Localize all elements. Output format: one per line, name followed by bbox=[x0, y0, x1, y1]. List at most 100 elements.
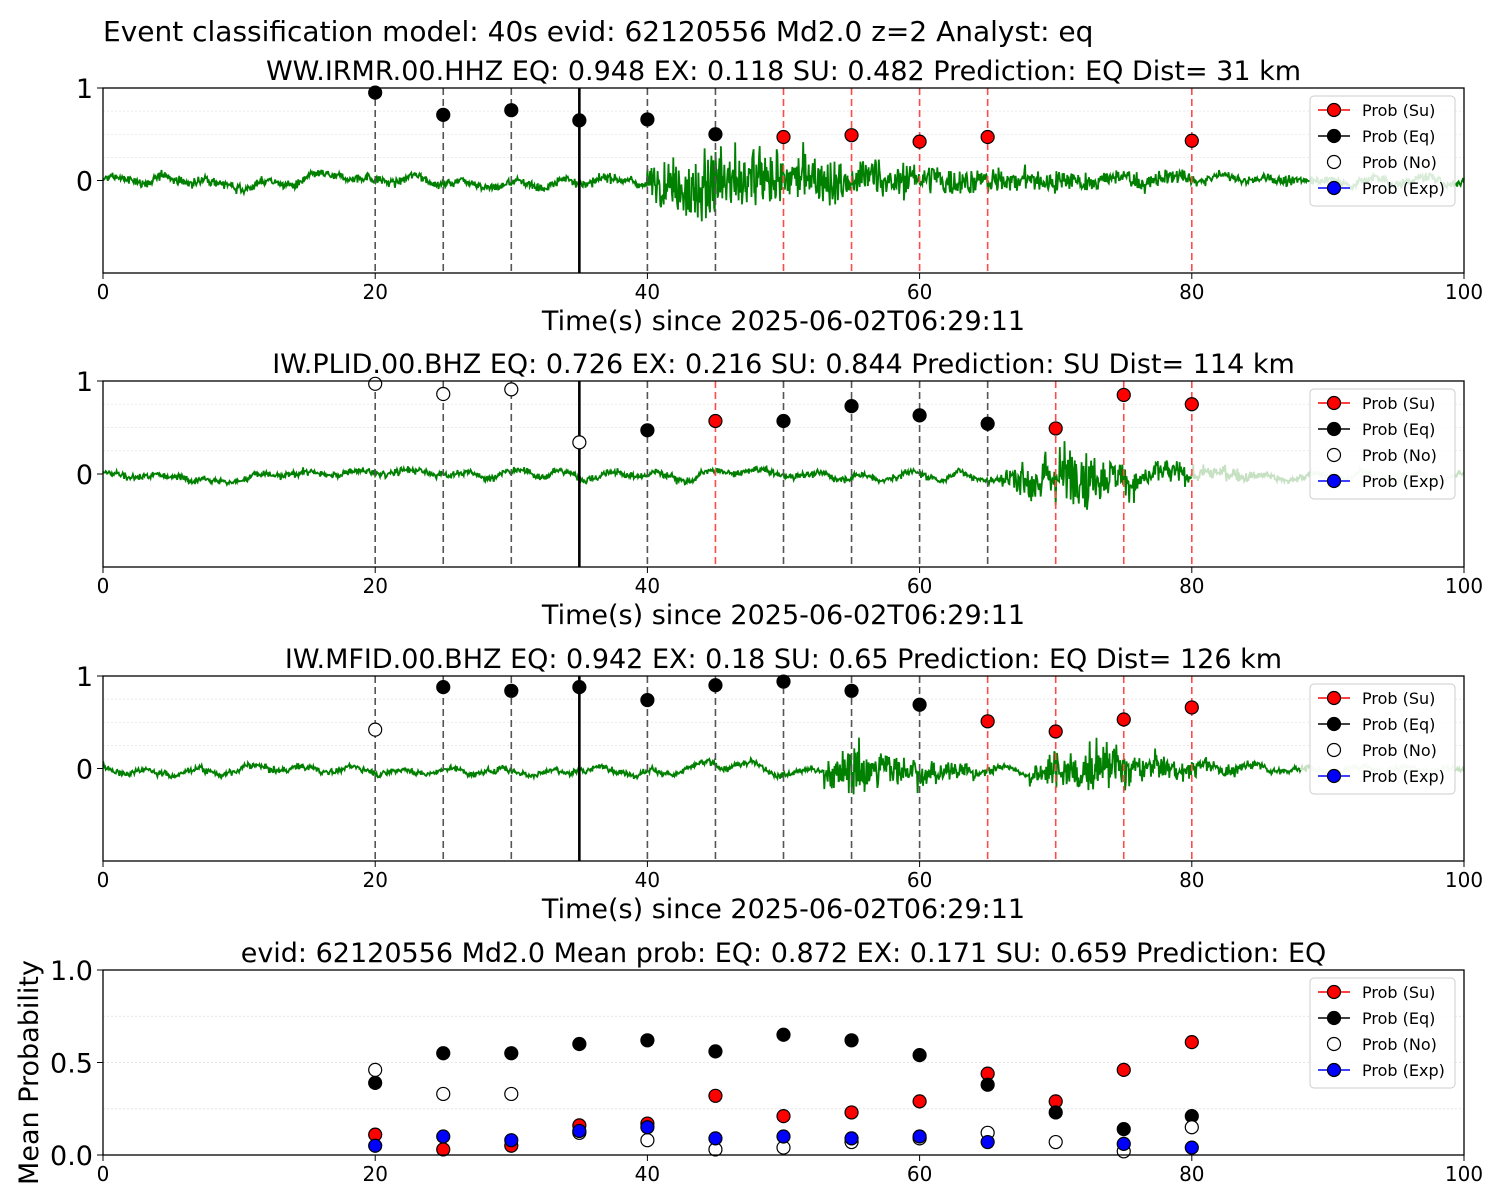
chart-panel-3: IW.MFID.00.BHZ EQ: 0.942 EX: 0.18 SU: 0.… bbox=[76, 644, 1483, 925]
mean-prob-point-exp bbox=[708, 1131, 723, 1146]
mean-prob-point-su bbox=[1184, 1035, 1199, 1050]
y-tick-label: 0 bbox=[76, 755, 93, 786]
mean-prob-point-eq bbox=[572, 1036, 587, 1052]
legend-marker bbox=[1326, 716, 1342, 732]
legend-marker bbox=[1326, 1010, 1342, 1026]
legend-box bbox=[1309, 683, 1456, 795]
prob-point-no bbox=[368, 376, 383, 391]
x-tick-label: 20 bbox=[362, 280, 387, 304]
panels: WW.IRMR.00.HHZ EQ: 0.948 EX: 0.118 SU: 0… bbox=[14, 56, 1483, 1186]
panel-title: IW.PLID.00.BHZ EQ: 0.726 EX: 0.216 SU: 0… bbox=[272, 349, 1295, 380]
prob-point-eq bbox=[368, 85, 383, 100]
legend-label: Prob (No) bbox=[1362, 1035, 1437, 1054]
mean-prob-point-exp bbox=[1116, 1136, 1131, 1152]
prob-point-eq bbox=[708, 127, 723, 142]
mean-prob-point-exp bbox=[436, 1129, 451, 1144]
legend-label: Prob (Eq) bbox=[1362, 127, 1435, 146]
x-tick-label: 20 bbox=[362, 574, 387, 598]
prob-point-eq bbox=[844, 683, 859, 698]
x-tick-label: 40 bbox=[635, 868, 660, 892]
legend-label: Prob (Exp) bbox=[1362, 472, 1445, 491]
mean-prob-point-exp bbox=[368, 1138, 383, 1153]
legend-marker bbox=[1326, 473, 1342, 489]
prob-point-eq bbox=[980, 416, 995, 431]
prob-point-su bbox=[1048, 421, 1063, 436]
x-tick-label: 0 bbox=[97, 1162, 110, 1186]
legend-marker bbox=[1326, 1062, 1342, 1078]
legend-label: Prob (Su) bbox=[1362, 101, 1435, 120]
legend-label: Prob (No) bbox=[1362, 446, 1437, 465]
legend: Prob (Su) Prob (Eq) Prob (No) Prob (Exp) bbox=[1309, 977, 1456, 1089]
y-tick-label: 0 bbox=[76, 460, 93, 491]
prob-point-eq bbox=[912, 408, 927, 423]
prob-point-eq bbox=[504, 683, 519, 698]
legend-marker bbox=[1326, 984, 1342, 1000]
mean-prob-point-no bbox=[640, 1133, 655, 1148]
x-tick-label: 100 bbox=[1445, 1162, 1483, 1186]
x-tick-label: 40 bbox=[635, 574, 660, 598]
legend-marker bbox=[1326, 690, 1342, 706]
prob-point-su bbox=[980, 129, 995, 145]
x-axis-label: Time(s) since 2025-06-02T06:29:11 bbox=[541, 894, 1025, 925]
legend: Prob (Su) Prob (Eq) Prob (No) Prob (Exp) bbox=[1309, 95, 1456, 207]
prob-point-su bbox=[1184, 700, 1199, 715]
mean-prob-point-eq bbox=[980, 1077, 995, 1092]
prob-point-su bbox=[708, 413, 723, 429]
prob-point-eq bbox=[504, 103, 519, 118]
x-tick-label: 0 bbox=[97, 574, 110, 598]
y-tick-label: 0.0 bbox=[50, 1141, 93, 1172]
mean-prob-point-eq bbox=[844, 1033, 859, 1048]
legend-label: Prob (No) bbox=[1362, 153, 1437, 172]
prob-point-su bbox=[912, 134, 927, 149]
x-tick-label: 20 bbox=[362, 1162, 387, 1186]
x-tick-label: 100 bbox=[1445, 280, 1483, 304]
prob-point-su bbox=[1184, 397, 1199, 412]
mean-prob-point-su bbox=[844, 1105, 859, 1120]
x-tick-label: 60 bbox=[907, 574, 932, 598]
x-tick-label: 100 bbox=[1445, 574, 1483, 598]
mean-prob-point-exp bbox=[980, 1134, 995, 1150]
prob-point-su bbox=[980, 714, 995, 729]
y-tick-label: 1 bbox=[76, 74, 93, 105]
prob-point-no bbox=[436, 386, 451, 402]
mean-prob-point-eq bbox=[640, 1033, 655, 1048]
prob-point-eq bbox=[436, 679, 451, 695]
x-tick-label: 0 bbox=[97, 868, 110, 892]
legend-marker bbox=[1326, 1036, 1342, 1052]
waveform-trace bbox=[102, 142, 1465, 222]
legend-label: Prob (Exp) bbox=[1362, 767, 1445, 786]
panel-title: evid: 62120556 Md2.0 Mean prob: EQ: 0.87… bbox=[241, 938, 1327, 969]
mean-prob-point-exp bbox=[504, 1133, 519, 1148]
legend-label: Prob (Eq) bbox=[1362, 420, 1435, 439]
y-tick-label: 1 bbox=[76, 367, 93, 398]
legend-label: Prob (Eq) bbox=[1362, 1009, 1435, 1028]
prob-point-su bbox=[1184, 133, 1199, 148]
legend-marker bbox=[1326, 768, 1342, 784]
prob-point-eq bbox=[776, 674, 791, 689]
y-axis-label: Mean Probability bbox=[14, 960, 45, 1185]
legend-marker bbox=[1326, 395, 1342, 411]
x-tick-label: 80 bbox=[1179, 868, 1204, 892]
prob-point-no bbox=[504, 382, 519, 397]
x-tick-label: 40 bbox=[635, 1162, 660, 1186]
legend-marker bbox=[1326, 180, 1342, 196]
legend: Prob (Su) Prob (Eq) Prob (No) Prob (Exp) bbox=[1309, 388, 1456, 500]
mean-prob-point-eq bbox=[912, 1047, 927, 1063]
legend: Prob (Su) Prob (Eq) Prob (No) Prob (Exp) bbox=[1309, 683, 1456, 795]
prob-point-su bbox=[1116, 387, 1131, 403]
prob-point-su bbox=[1048, 724, 1063, 739]
prob-point-no bbox=[368, 722, 383, 737]
mean-prob-point-su bbox=[708, 1088, 723, 1103]
x-tick-label: 80 bbox=[1179, 574, 1204, 598]
mean-prob-point-no bbox=[1184, 1120, 1199, 1135]
mean-prob-point-no bbox=[368, 1062, 383, 1078]
x-tick-label: 60 bbox=[907, 1162, 932, 1186]
x-tick-label: 60 bbox=[907, 868, 932, 892]
x-tick-label: 80 bbox=[1179, 280, 1204, 304]
prob-point-eq bbox=[912, 697, 927, 712]
panel-title: WW.IRMR.00.HHZ EQ: 0.948 EX: 0.118 SU: 0… bbox=[266, 56, 1301, 87]
mean-prob-point-eq bbox=[1048, 1105, 1063, 1120]
mean-prob-point-su bbox=[1116, 1062, 1131, 1078]
panel-title: IW.MFID.00.BHZ EQ: 0.942 EX: 0.18 SU: 0.… bbox=[285, 644, 1282, 675]
